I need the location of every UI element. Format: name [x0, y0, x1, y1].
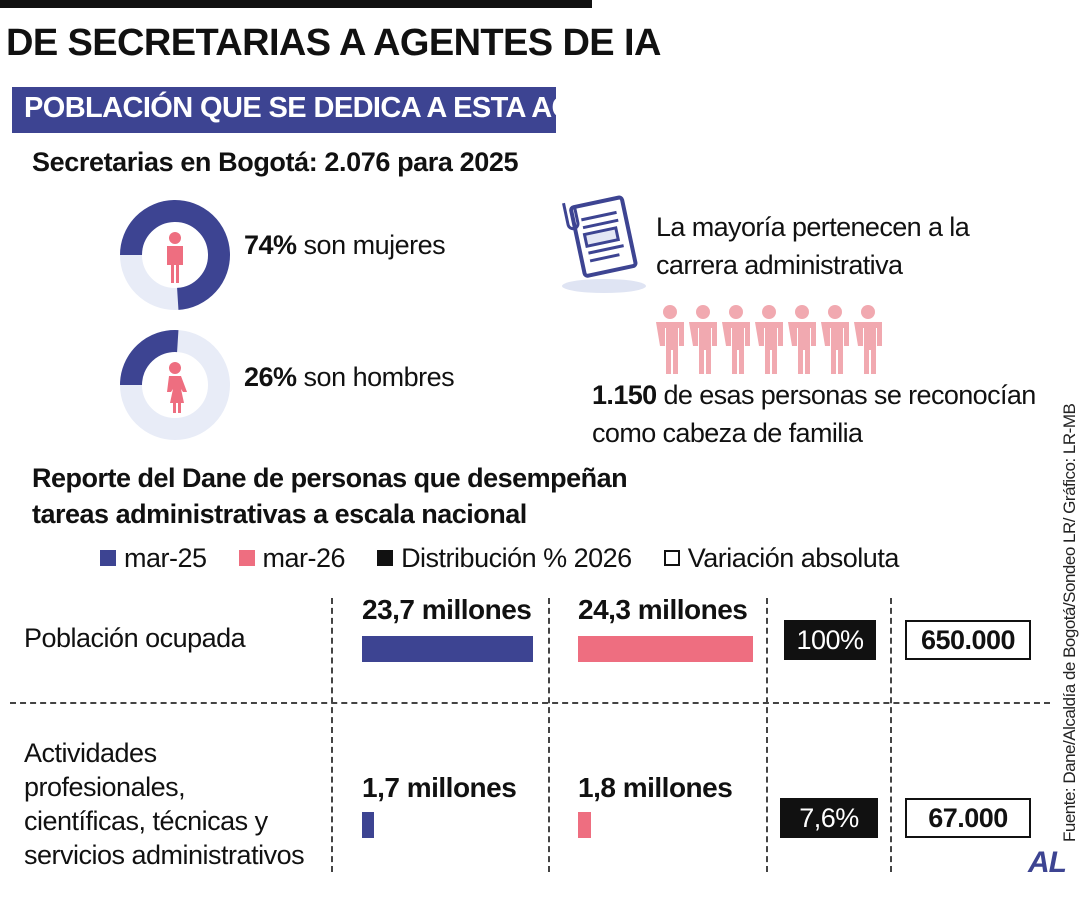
legend-mar25-swatch: [100, 550, 116, 566]
woman-icon: [167, 232, 183, 283]
bar-poblacion-mar26: [578, 636, 753, 662]
source-text: Fuente: Dane/Alcaldía de Bogotá/Sondeo L…: [1060, 403, 1079, 842]
legend-mar26-swatch: [238, 550, 255, 566]
divider-col-4: [890, 598, 892, 872]
family-line-1-text: de esas personas se reconocían: [656, 380, 1036, 410]
career-text: La mayoría pertenecen a la carrera admin…: [656, 208, 970, 284]
person-icon: [656, 305, 684, 374]
dane-report-title: Reporte del Dane de personas que desempe…: [32, 460, 628, 532]
man-icon: [167, 362, 187, 413]
legend-mar25: mar-25: [100, 543, 207, 574]
legend-var-swatch: [663, 550, 680, 566]
career-line-2: carrera administrativa: [656, 250, 903, 280]
men-text: son hombres: [296, 362, 455, 392]
women-text: son mujeres: [296, 230, 446, 260]
dane-title-line-2: tareas administrativas a escala nacional: [32, 499, 527, 529]
person-icon: [821, 305, 849, 374]
legend-dist-swatch: [377, 550, 394, 566]
legend-dist: Distribución % 2026: [377, 543, 632, 574]
women-pct: 74%: [244, 230, 297, 260]
women-donut-arc: [120, 200, 230, 310]
family-line-2: como cabeza de familia: [592, 418, 863, 448]
women-donut: [120, 200, 230, 310]
person-icon: [755, 305, 783, 374]
bar-label-actividades-mar25: 1,7 millones: [362, 772, 517, 803]
legend-dist-label: Distribución % 2026: [401, 542, 632, 573]
bar-label-actividades-mar26: 1,8 millones: [578, 772, 733, 803]
people-row-icon: [654, 304, 890, 374]
chart-legend: mar-25 mar-26 Distribución % 2026 Variac…: [100, 540, 931, 576]
row-label-actividades-line-4: servicios administrativos: [24, 840, 305, 870]
family-line-1: 1.150 de esas personas se reconocían: [592, 376, 1036, 414]
var-actividades: 67.000: [905, 798, 1031, 838]
source-anchor: Fuente: Dane/Alcaldía de Bogotá/Sondeo L…: [1060, 404, 1079, 843]
row-label-poblacion: Población ocupada: [24, 623, 246, 653]
divider-col-3: [766, 598, 768, 872]
legend-mar25-label: mar-25: [124, 542, 207, 573]
row-label-actividades-line-2: profesionales,: [24, 772, 186, 802]
bar-poblacion-mar25: [362, 636, 533, 662]
person-icon: [788, 305, 816, 374]
divider-col-2: [548, 598, 550, 872]
family-number: 1.150: [592, 380, 657, 410]
bar-actividades-mar25: [362, 812, 374, 838]
bar-label-poblacion-mar25: 23,7 millones: [362, 594, 532, 625]
row-label-actividades-line-3: científicas, técnicas y: [24, 806, 268, 836]
row-label-actividades: Actividades profesionales, científicas, …: [24, 736, 305, 872]
men-stat: 26% son hombres: [244, 362, 455, 393]
divider-col-1: [331, 598, 333, 872]
person-icon: [722, 305, 750, 374]
person-icon: [854, 305, 882, 374]
row-label-actividades-line-1: Actividades: [24, 738, 157, 768]
bogota-subtitle: Secretarias en Bogotá: 2.076 para 2025: [32, 147, 519, 177]
career-line-1: La mayoría pertenecen a la: [656, 212, 970, 242]
women-stat: 74% son mujeres: [244, 230, 446, 261]
bar-actividades-mar26: [578, 812, 591, 838]
section-band-title: POBLACIÓN QUE SE DEDICA A ESTA ACTIVIDAD: [24, 92, 684, 124]
dist-poblacion: 100%: [784, 620, 876, 660]
legend-mar26-label: mar-26: [262, 542, 346, 573]
top-rule: [0, 0, 592, 8]
men-donut-arc: [120, 330, 179, 386]
section-band: [12, 87, 556, 133]
dist-actividades: 7,6%: [780, 798, 878, 838]
page-title: DE SECRETARIAS A AGENTES DE IA: [6, 22, 661, 64]
family-text: 1.150 de esas personas se reconocían com…: [592, 376, 1036, 452]
legend-var: Variación absoluta: [663, 542, 900, 574]
var-poblacion: 650.000: [905, 620, 1031, 660]
row-divider: [10, 702, 1050, 704]
legend-var-label: Variación absoluta: [687, 542, 900, 573]
bar-label-poblacion-mar26: 24,3 millones: [578, 594, 748, 625]
legend-mar26: mar-26: [238, 542, 346, 574]
men-pct: 26%: [244, 362, 297, 392]
document-icon: [562, 195, 646, 293]
logo: AL: [1028, 846, 1067, 879]
dane-title-line-1: Reporte del Dane de personas que desempe…: [32, 463, 628, 493]
men-donut: [120, 330, 230, 440]
person-icon: [689, 305, 717, 374]
